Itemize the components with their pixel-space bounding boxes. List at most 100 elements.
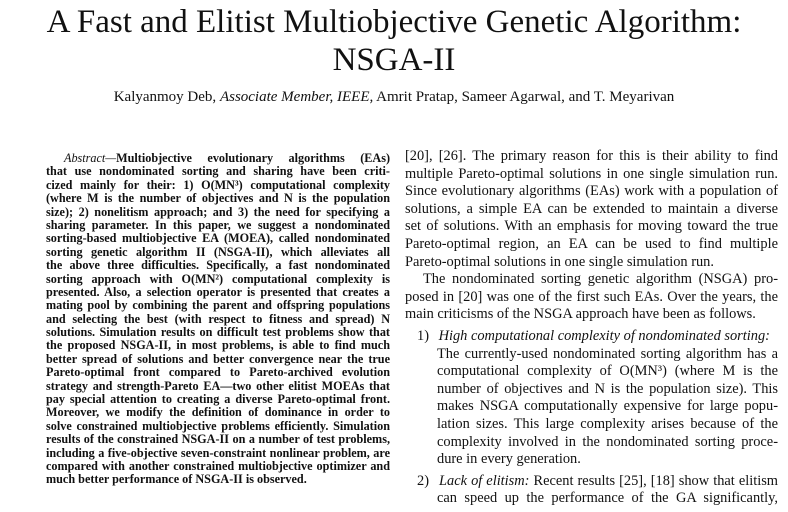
abstract-line: Abstract—Multiobjective evolutionary alg… — [46, 151, 390, 165]
line-text: The currently-used nondominated sorting … — [437, 345, 778, 362]
body-line: Since evolutionary algorithms (EAs) work… — [405, 183, 778, 201]
abstract-line: much better performance of NSGA-II is ob… — [46, 473, 390, 486]
line-text: solutions. Simulation results on difficu… — [46, 325, 390, 340]
line-text: Moreover, we modify the definition of do… — [46, 405, 390, 420]
line-text: Pareto-optimal solutions in one single s… — [405, 253, 714, 270]
abstract-line: presented. Also, a selection operator is… — [46, 284, 390, 299]
abstract-line: sharing parameter. In this paper, we sug… — [46, 217, 390, 232]
line-text: sharing parameter. In this paper, we sug… — [46, 217, 390, 232]
abstract-line: sorting-based multiobjective EA (MOEA), … — [46, 232, 390, 245]
line-text: set of solutions. With an emphasis for m… — [405, 218, 778, 235]
line-text: solve constrained multiobjective problem… — [46, 418, 390, 433]
line-text: much better performance of NSGA-II is ob… — [46, 472, 307, 487]
abstract-column: Abstract—Multiobjective evolutionary alg… — [46, 151, 390, 487]
paper-title-line-1: A Fast and Elitist Multiobjective Geneti… — [46, 4, 742, 40]
list-item-line: can speed up the performance of the GA s… — [405, 490, 778, 508]
line-text: and selecting the best (with respect to … — [46, 311, 390, 326]
line-text: compared with another constrained multio… — [46, 458, 390, 473]
line-text: pay special attention to creating a dive… — [46, 392, 390, 407]
abstract-line: size); 2) nonelitism approach; and 3) th… — [46, 204, 390, 219]
abstract-line: the proposed NSGA-II, in most problems, … — [46, 339, 390, 352]
line-text: main criticisms of the NSGA approach hav… — [405, 306, 756, 323]
body-line: [20], [26]. The primary reason for this … — [405, 148, 778, 166]
list-item-line: number of objectives and N is the popula… — [405, 381, 778, 399]
body-line: solutions, a simple EA can be extended t… — [405, 201, 778, 219]
abstract-line: Moreover, we modify the definition of do… — [46, 406, 390, 419]
abstract-line: sorting genetic algorithm II (NSGA-II), … — [46, 244, 390, 259]
line-text: sorting genetic algorithm II (NSGA-II), … — [46, 244, 390, 259]
line-text: [20], [26]. The primary reason for this … — [405, 148, 778, 164]
body-line: posed in [20] was one of the first such … — [405, 289, 778, 307]
line-text: size); 2) nonelitism approach; and 3) th… — [46, 204, 390, 219]
abstract-line: including a five-objective seven-constra… — [46, 445, 390, 460]
body-line: multiple Pareto-optimal solutions in one… — [405, 166, 778, 184]
abstract-line: solve constrained multiobjective problem… — [46, 418, 390, 433]
abstract-line: that use nondominated sorting and sharin… — [46, 165, 390, 178]
list-number: 1) — [417, 327, 433, 344]
abstract-line: better spread of solutions and better co… — [46, 351, 390, 366]
abstract-line: cized mainly for their: 1) O(MN³) comput… — [46, 177, 390, 192]
body-line: main criticisms of the NSGA approach hav… — [405, 306, 778, 324]
line-text: (where M is the number of objectives and… — [46, 191, 390, 206]
line-text: results of the constrained NSGA-II on a … — [46, 432, 390, 447]
author-list: Kalyanmoy Deb, Associate Member, IEEE, A… — [0, 89, 788, 106]
line-text: cized mainly for their: 1) O(MN³) comput… — [46, 177, 390, 192]
abstract-line: mating pool by combining the parent and … — [46, 299, 390, 312]
line-text: posed in [20] was one of the first such … — [405, 288, 778, 305]
line-text: Pareto-optimal region, an EA can be used… — [405, 235, 778, 252]
line-text: better spread of solutions and better co… — [46, 351, 390, 366]
abstract-line: compared with another constrained multio… — [46, 458, 390, 473]
list-item-line: makes NSGA computationally expensive for… — [405, 398, 778, 416]
line-text: Recent results [25], [18] show that elit… — [529, 472, 779, 489]
abstract-label: Abstract— — [64, 151, 117, 165]
line-text: including a five-objective seven-constra… — [46, 445, 390, 460]
line-text: presented. Also, a selection operator is… — [46, 284, 390, 299]
line-text: sorting approach with O(MN²) computation… — [46, 271, 390, 286]
line-text: dure in every generation. — [437, 451, 581, 468]
abstract-line: Pareto-optimal front compared to Pareto-… — [46, 366, 390, 379]
abstract-line: (where M is the number of objectives and… — [46, 191, 390, 206]
line-text: The nondominated sorting genetic algorit… — [423, 271, 778, 288]
paper-title-line-2: NSGA-II — [332, 42, 456, 78]
line-text: can speed up the performance of the GA s… — [437, 490, 778, 507]
list-item-line: The currently-used nondominated sorting … — [405, 346, 778, 364]
abstract-line: the above three difficulties. Specifical… — [46, 258, 390, 273]
line-text: makes NSGA computationally expensive for… — [437, 398, 778, 415]
list-item-heading: 1) High computational complexity of nond… — [405, 328, 778, 346]
list-item-line: computational complexity of O(MN³) (wher… — [405, 363, 778, 381]
line-text: complexity involved in the nondominated … — [437, 433, 778, 450]
line-text: solutions, a simple EA can be extended t… — [405, 200, 778, 217]
line-text: computational complexity of O(MN³) (wher… — [437, 363, 778, 380]
list-item-line: complexity involved in the nondominated … — [405, 434, 778, 452]
line-text: the proposed NSGA-II, in most problems, … — [46, 338, 390, 353]
line-text: strategy and strength-Pareto EA—two othe… — [46, 378, 390, 393]
line-text: lation sizes. This large complexity aris… — [437, 415, 778, 432]
line-text: Multiobjective evolutionary algorithms (… — [116, 151, 390, 165]
body-line: Pareto-optimal region, an EA can be used… — [405, 236, 778, 254]
line-text: sorting-based multiobjective EA (MOEA), … — [46, 231, 390, 246]
abstract-line: results of the constrained NSGA-II on a … — [46, 433, 390, 446]
author-names: Amrit Pratap, Sameer Agarwal, and T. Mey… — [376, 89, 675, 105]
abstract-line: solutions. Simulation results on difficu… — [46, 325, 390, 340]
body-line: Pareto-optimal solutions in one single s… — [405, 254, 778, 272]
line-text: multiple Pareto-optimal solutions in one… — [405, 165, 778, 182]
line-text: Since evolutionary algorithms (EAs) work… — [405, 183, 778, 200]
list-item-line: dure in every generation. — [405, 451, 778, 469]
line-text: number of objectives and N is the popula… — [437, 380, 778, 397]
abstract-line: sorting approach with O(MN²) computation… — [46, 271, 390, 286]
list-item-heading: 2) Lack of elitism: Recent results [25],… — [405, 473, 778, 491]
line-text: the above three difficulties. Specifical… — [46, 258, 390, 273]
abstract-line: pay special attention to creating a dive… — [46, 392, 390, 407]
list-number: 2) — [417, 472, 434, 489]
list-item-line: lation sizes. This large complexity aris… — [405, 416, 778, 434]
line-text: Pareto-optimal front compared to Pareto-… — [46, 365, 390, 380]
body-column: [20], [26]. The primary reason for this … — [405, 148, 778, 508]
abstract-line: and selecting the best (with respect to … — [46, 311, 390, 326]
body-line: set of solutions. With an emphasis for m… — [405, 218, 778, 236]
author-role: Associate Member, IEEE, — [219, 89, 374, 105]
author-name: Kalyanmoy Deb, — [113, 89, 217, 105]
list-heading: Lack of elitism: — [439, 472, 530, 489]
line-text: that use nondominated sorting and sharin… — [46, 164, 390, 179]
body-line: The nondominated sorting genetic algorit… — [405, 271, 778, 289]
